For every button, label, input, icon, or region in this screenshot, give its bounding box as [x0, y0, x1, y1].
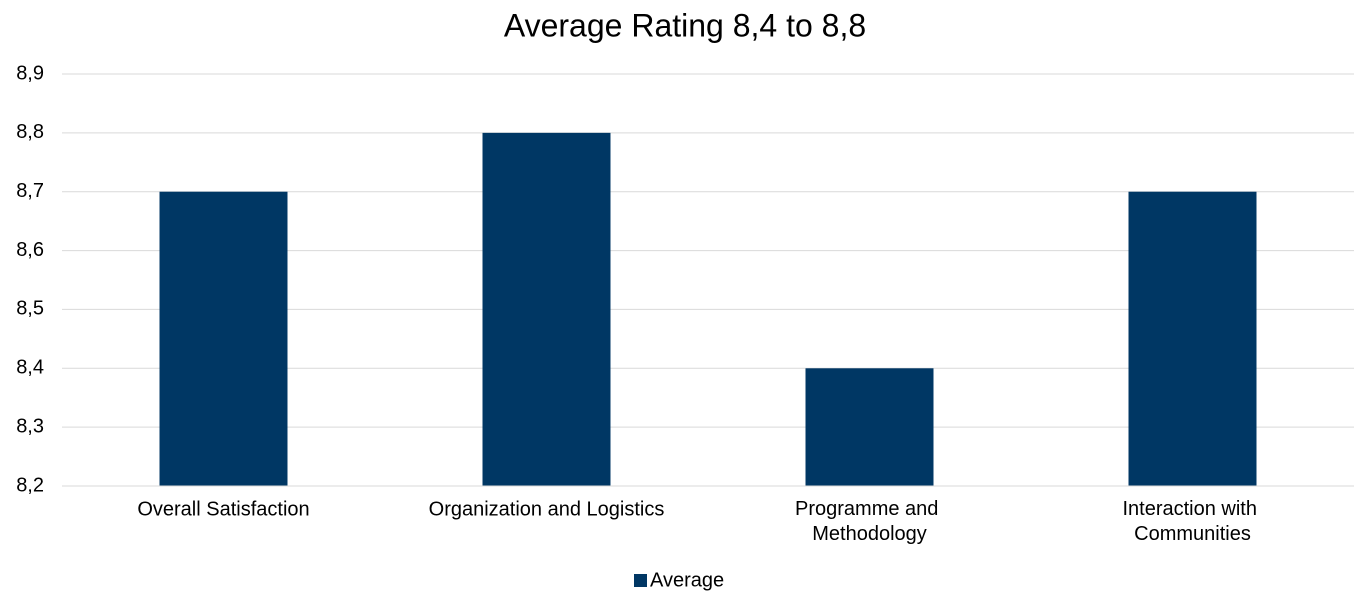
chart-title: Average Rating 8,4 to 8,8 — [504, 7, 866, 43]
x-tick-label: Programme and Methodology — [795, 498, 944, 545]
bar — [159, 191, 288, 486]
legend-swatch — [634, 574, 647, 587]
y-tick-label: 8,9 — [16, 62, 44, 84]
y-tick-label: 8,4 — [16, 357, 44, 379]
y-tick-label: 8,3 — [16, 415, 44, 437]
x-tick-label: Interaction with Communities — [1122, 498, 1262, 545]
bar — [482, 132, 611, 486]
y-tick-label: 8,7 — [16, 180, 44, 202]
y-tick-label: 8,5 — [16, 298, 44, 320]
y-tick-label: 8,8 — [16, 121, 44, 143]
legend-label: Average — [650, 569, 724, 591]
bar — [805, 368, 934, 486]
bar — [1128, 191, 1257, 486]
x-tick-label: Organization and Logistics — [429, 498, 665, 520]
y-tick-label: 8,6 — [16, 239, 44, 261]
y-tick-label: 8,2 — [16, 474, 44, 496]
x-tick-label: Overall Satisfaction — [137, 498, 309, 520]
